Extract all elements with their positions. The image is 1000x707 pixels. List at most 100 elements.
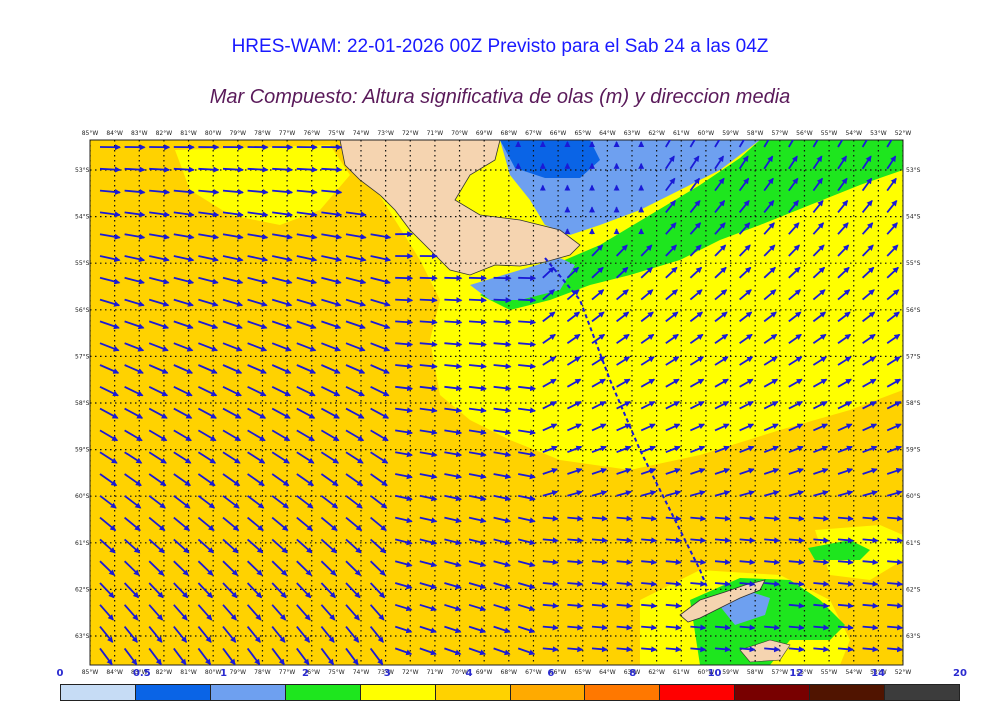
direction-arrow (198, 255, 219, 263)
lon-label: 84°W (106, 669, 123, 676)
direction-arrow (198, 364, 218, 374)
lon-label: 73°W (377, 130, 394, 137)
direction-arrow (395, 297, 414, 304)
direction-arrow (173, 582, 189, 599)
direction-arrow (222, 604, 237, 621)
lat-label: 53°S (75, 167, 90, 174)
direction-arrow (887, 602, 903, 609)
direction-arrow (124, 429, 143, 442)
direction-arrow (788, 266, 801, 279)
direction-arrow (689, 378, 705, 388)
direction-arrow (123, 647, 138, 665)
direction-arrow (763, 289, 777, 301)
direction-arrow (272, 188, 294, 195)
direction-arrow (321, 166, 343, 173)
direction-arrow (444, 647, 462, 656)
lat-label: 62°S (75, 586, 90, 593)
direction-arrow (764, 537, 781, 544)
direction-arrow (296, 211, 318, 218)
direction-arrow (837, 356, 852, 366)
lon-label: 70°W (451, 669, 468, 676)
direction-arrow (124, 276, 145, 285)
direction-arrow (690, 537, 707, 544)
direction-arrow (493, 319, 512, 326)
direction-arrow (689, 222, 702, 235)
direction-arrow (124, 516, 141, 532)
legend-label: 10 (707, 668, 722, 679)
direction-arrow (690, 580, 707, 587)
direction-arrow (714, 467, 731, 475)
direction-arrow (124, 342, 145, 352)
legend-swatch (61, 685, 136, 700)
direction-arrow (148, 495, 166, 509)
direction-arrow (369, 538, 387, 554)
direction-arrow (272, 255, 293, 263)
direction-arrow (493, 385, 512, 392)
direction-arrow (689, 140, 696, 148)
lon-label: 72°W (402, 130, 419, 137)
direction-arrow (444, 451, 463, 458)
direction-arrow (173, 538, 190, 554)
direction-arrow (542, 289, 556, 301)
direction-arrow (148, 385, 169, 397)
direction-arrow (591, 289, 605, 301)
direction-arrow (517, 560, 536, 568)
direction-arrow (764, 580, 781, 587)
direction-arrow (591, 311, 605, 323)
direction-arrow (321, 255, 342, 263)
direction-arrow (690, 646, 707, 653)
lat-label: 61°S (75, 540, 90, 547)
direction-arrow (665, 490, 682, 497)
direction-arrow (812, 222, 825, 235)
direction-arrow (665, 559, 682, 566)
direction-arrow (296, 647, 310, 665)
lon-label: 60°W (698, 130, 715, 137)
lat-label: 60°S (75, 493, 90, 500)
direction-arrow (862, 311, 876, 323)
direction-arrow (370, 473, 388, 487)
direction-arrow (419, 582, 438, 590)
lon-label: 67°W (525, 669, 542, 676)
direction-arrow (542, 378, 557, 388)
direction-arrow (714, 559, 731, 566)
direction-arrow (542, 580, 559, 587)
direction-arrow (591, 378, 606, 388)
direction-arrow (690, 490, 706, 497)
lon-label: 61°W (673, 130, 690, 137)
direction-arrow (271, 582, 287, 599)
direction-arrow (813, 602, 830, 609)
direction-arrow (887, 515, 903, 522)
direction-arrow (222, 538, 239, 554)
direction-arrow (296, 560, 312, 576)
direction-arrow (468, 647, 486, 656)
direction-arrow (468, 603, 487, 612)
direction-arrow (862, 467, 878, 475)
lat-label: 58°S (75, 400, 90, 407)
direction-arrow (124, 188, 146, 195)
lon-label: 74°W (353, 130, 370, 137)
direction-arrow (862, 602, 879, 609)
direction-arrow (345, 495, 363, 509)
lon-label: 73°W (377, 669, 394, 676)
direction-arrow (99, 385, 119, 397)
direction-arrow (345, 451, 364, 464)
direction-arrow (369, 626, 384, 643)
lon-label: 63°W (624, 130, 641, 137)
direction-arrow (739, 559, 756, 566)
legend-swatch (810, 685, 886, 700)
lon-label: 62°W (648, 130, 665, 137)
direction-arrow (739, 490, 755, 497)
direction-arrow (149, 211, 171, 218)
direction-arrow (395, 385, 414, 392)
direction-arrow (714, 401, 730, 410)
direction-arrow (369, 582, 386, 599)
direction-arrow (615, 244, 628, 257)
direction-arrow (493, 341, 512, 348)
direction-arrow (886, 311, 900, 323)
direction-arrow (567, 467, 583, 475)
direction-arrow (689, 356, 704, 366)
direction-arrow (222, 255, 244, 263)
direction-arrow (395, 429, 413, 436)
direction-arrow (518, 429, 536, 436)
direction-arrow (886, 177, 897, 192)
